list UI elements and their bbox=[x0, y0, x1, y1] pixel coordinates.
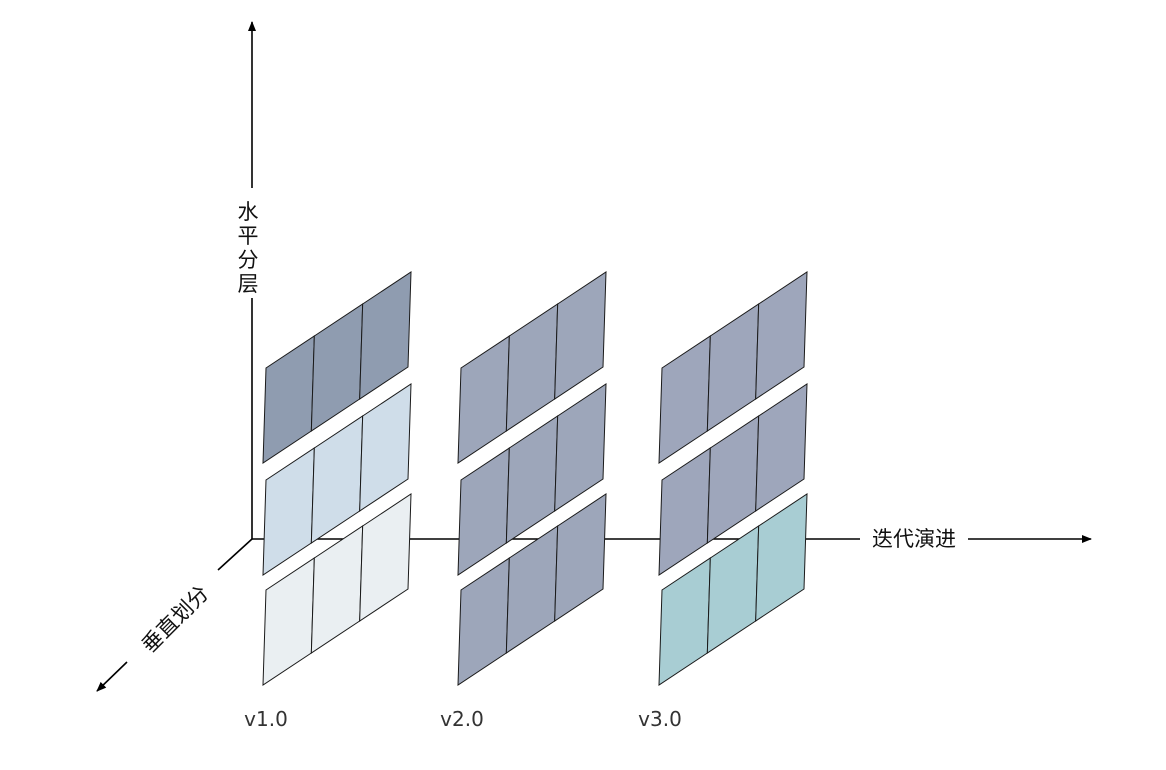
v3-layer-3-slice-3 bbox=[755, 493, 808, 622]
depth-axis-upper bbox=[217, 538, 253, 571]
v1-layer-1-slice-3 bbox=[359, 271, 412, 400]
v2-layer-2-slice-1 bbox=[457, 447, 510, 576]
v1-layer-3-slice-2 bbox=[310, 525, 364, 654]
vertical-axis-label-char-3: 分 bbox=[238, 248, 259, 272]
vertical-axis-label-char-4: 层 bbox=[238, 272, 259, 296]
v1-layer-2-slice-2 bbox=[310, 415, 364, 544]
version-label-v1: v1.0 bbox=[244, 707, 288, 731]
version-label-v2: v2.0 bbox=[440, 707, 484, 731]
v2-layer-1-slice-2 bbox=[505, 303, 559, 432]
v1-layer-3-slice-1 bbox=[262, 557, 315, 686]
v2-layer-1-slice-3 bbox=[554, 271, 607, 400]
version-label-v3: v3.0 bbox=[638, 707, 682, 731]
v3-layer-2-slice-1 bbox=[658, 447, 711, 576]
v3-layer-3-slice-2 bbox=[706, 525, 760, 654]
v1-layer-2-slice-1 bbox=[262, 447, 315, 576]
v3-layer-2-slice-3 bbox=[755, 383, 808, 512]
v2-layer-3-slice-3 bbox=[554, 493, 607, 622]
depth-axis-label: 垂直划分 bbox=[137, 581, 213, 657]
v3-layer-1-slice-1 bbox=[658, 335, 711, 464]
vertical-axis-label-char-1: 水 bbox=[238, 200, 259, 224]
v1-layer-3-slice-3 bbox=[359, 493, 412, 622]
horizontal-axis-label: 迭代演进 bbox=[872, 527, 956, 551]
v2-layer-2-slice-2 bbox=[505, 415, 559, 544]
version-stacks bbox=[262, 271, 808, 686]
v3-layer-1-slice-2 bbox=[706, 303, 760, 432]
v2-layer-1-slice-1 bbox=[457, 335, 510, 464]
v2-layer-3-slice-2 bbox=[505, 525, 559, 654]
v1-layer-1-slice-2 bbox=[310, 303, 364, 432]
v1-layer-2-slice-3 bbox=[359, 383, 412, 512]
v3-layer-2-slice-2 bbox=[706, 415, 760, 544]
depth-axis-lower bbox=[96, 661, 128, 692]
v1-layer-1-slice-1 bbox=[262, 335, 315, 464]
v2-layer-2-slice-3 bbox=[554, 383, 607, 512]
v3-layer-1-slice-3 bbox=[755, 271, 808, 400]
v2-layer-3-slice-1 bbox=[457, 557, 510, 686]
v3-layer-3-slice-1 bbox=[658, 557, 711, 686]
vertical-axis-label-char-2: 平 bbox=[238, 224, 259, 248]
